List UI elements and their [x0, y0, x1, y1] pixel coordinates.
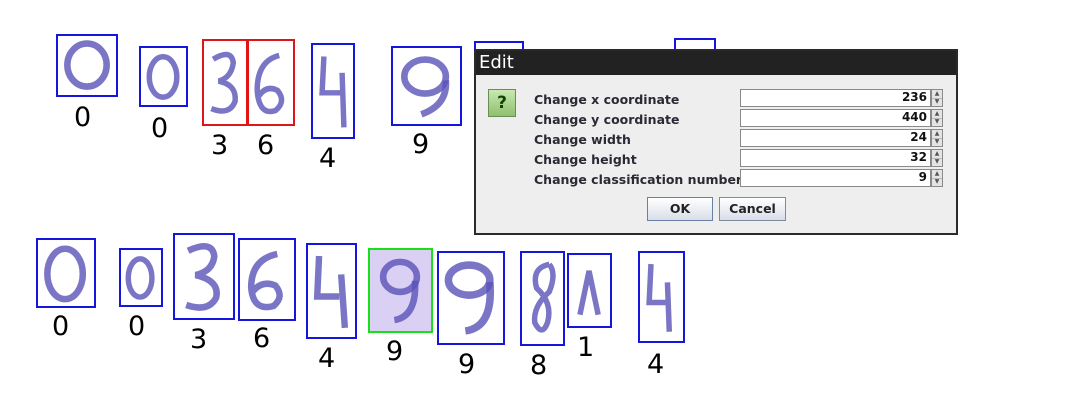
digit-box-bottom-9[interactable] — [567, 253, 612, 328]
digit-label-top-2: 0 — [151, 113, 169, 144]
ok-button[interactable]: OK — [647, 197, 713, 221]
classification-spinner[interactable]: ▲ ▼ — [931, 169, 943, 187]
digit-box-bottom-8[interactable] — [520, 251, 565, 346]
digit-label-bottom-5: 4 — [318, 343, 336, 374]
y-coordinate-label: Change y coordinate — [534, 112, 680, 127]
spin-down-icon[interactable]: ▼ — [934, 118, 940, 125]
digit-label-top-6: 9 — [412, 129, 430, 160]
digit-label-bottom-7: 9 — [458, 349, 476, 380]
digit-box-bottom-4[interactable] — [238, 238, 296, 321]
dialog-title[interactable]: Edit — [476, 51, 956, 75]
digit-label-bottom-1: 0 — [52, 311, 70, 342]
digit-label-top-1: 0 — [74, 102, 92, 133]
digit-box-bottom-10[interactable] — [638, 251, 685, 343]
digit-label-bottom-6: 9 — [386, 336, 404, 367]
x-coordinate-spinner[interactable]: ▲ ▼ — [931, 89, 943, 107]
digit-box-top-6[interactable] — [391, 46, 462, 126]
edit-dialog: Edit ? Change x coordinate 236 ▲ ▼ Chang… — [474, 49, 958, 235]
digit-box-bottom-3[interactable] — [173, 233, 235, 320]
classification-label: Change classification number — [534, 172, 743, 187]
height-spinner[interactable]: ▲ ▼ — [931, 149, 943, 167]
digit-box-bottom-5[interactable] — [306, 243, 357, 339]
digit-box-bottom-7[interactable] — [437, 251, 505, 345]
cancel-button[interactable]: Cancel — [719, 197, 786, 221]
spin-down-icon[interactable]: ▼ — [934, 98, 940, 105]
spin-up-icon[interactable]: ▲ — [932, 130, 942, 139]
x-coordinate-label: Change x coordinate — [534, 92, 680, 107]
spin-up-icon[interactable]: ▲ — [932, 90, 942, 99]
digit-box-top-3[interactable] — [202, 39, 249, 126]
height-label: Change height — [534, 152, 637, 167]
digit-label-bottom-4: 6 — [253, 323, 271, 354]
digit-box-bottom-2[interactable] — [119, 248, 163, 307]
classification-input[interactable]: 9 — [740, 169, 931, 187]
width-label: Change width — [534, 132, 631, 147]
digit-label-bottom-9: 1 — [577, 332, 595, 363]
digit-box-top-5[interactable] — [311, 43, 355, 139]
digit-label-bottom-2: 0 — [128, 311, 146, 342]
digit-box-bottom-1[interactable] — [36, 238, 96, 308]
digit-box-top-1[interactable] — [56, 34, 118, 97]
y-coordinate-input[interactable]: 440 — [740, 109, 931, 127]
spin-up-icon[interactable]: ▲ — [932, 150, 942, 159]
digit-box-bottom-6-selected[interactable] — [368, 248, 433, 333]
digit-label-top-5: 4 — [319, 143, 337, 174]
y-coordinate-spinner[interactable]: ▲ ▼ — [931, 109, 943, 127]
width-input[interactable]: 24 — [740, 129, 931, 147]
digit-label-bottom-8: 8 — [530, 350, 548, 381]
digit-label-bottom-3: 3 — [190, 324, 208, 355]
spin-down-icon[interactable]: ▼ — [934, 178, 940, 185]
spin-down-icon[interactable]: ▼ — [934, 138, 940, 145]
digit-label-bottom-10: 4 — [647, 349, 665, 380]
digit-box-top-2[interactable] — [139, 46, 188, 107]
spin-down-icon[interactable]: ▼ — [934, 158, 940, 165]
spin-up-icon[interactable]: ▲ — [932, 110, 942, 119]
x-coordinate-input[interactable]: 236 — [740, 89, 931, 107]
digit-label-top-3: 3 — [211, 130, 229, 161]
digit-label-top-4: 6 — [257, 130, 275, 161]
width-spinner[interactable]: ▲ ▼ — [931, 129, 943, 147]
question-icon: ? — [488, 89, 516, 117]
digit-box-top-4[interactable] — [246, 39, 295, 126]
height-input[interactable]: 32 — [740, 149, 931, 167]
spin-up-icon[interactable]: ▲ — [932, 170, 942, 179]
